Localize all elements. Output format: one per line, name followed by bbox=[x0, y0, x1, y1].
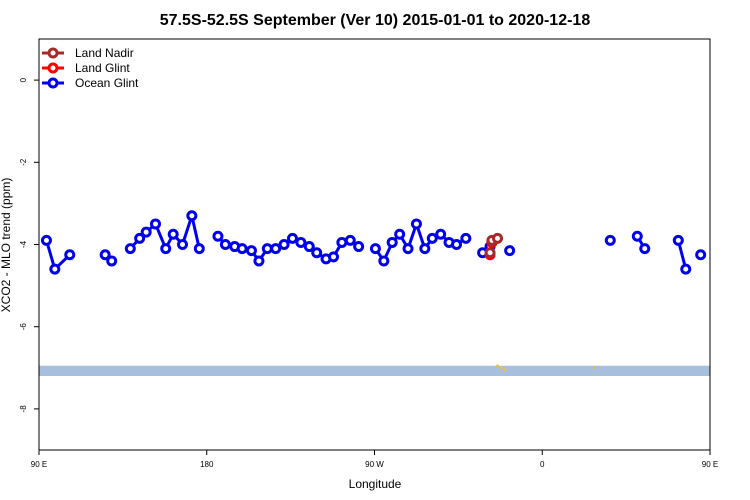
data-point bbox=[270, 243, 282, 255]
legend-swatch-marker bbox=[47, 47, 59, 59]
x-axis-label: Longitude bbox=[349, 477, 402, 491]
data-point bbox=[353, 241, 365, 253]
data-point bbox=[695, 249, 707, 261]
data-point bbox=[369, 243, 381, 255]
series-line bbox=[719, 255, 725, 261]
data-point bbox=[721, 257, 729, 265]
data-point bbox=[286, 232, 298, 244]
data-point bbox=[386, 236, 398, 248]
data-point bbox=[193, 243, 205, 255]
data-point bbox=[167, 228, 179, 240]
data-point bbox=[64, 249, 76, 261]
data-point bbox=[460, 232, 472, 244]
data-point bbox=[40, 234, 52, 246]
data-point bbox=[394, 228, 406, 240]
data-point bbox=[99, 249, 111, 261]
data-point bbox=[186, 210, 198, 222]
data-point bbox=[140, 226, 152, 238]
data-point bbox=[504, 245, 516, 257]
data-point bbox=[378, 255, 390, 267]
data-point bbox=[639, 243, 651, 255]
data-point bbox=[451, 239, 463, 250]
data-point bbox=[49, 263, 61, 275]
data-point bbox=[492, 232, 504, 244]
legend-swatch-marker bbox=[47, 62, 59, 74]
data-point bbox=[253, 255, 265, 267]
x-tick-label: 90 W bbox=[365, 460, 384, 469]
legend-label: Land Nadir bbox=[75, 46, 134, 60]
y-tick-label: -4 bbox=[19, 240, 28, 248]
data-point bbox=[106, 255, 118, 267]
data-point bbox=[160, 243, 172, 255]
legend-label: Ocean Glint bbox=[75, 76, 139, 90]
y-axis-label: XCO2 - MLO trend (ppm) bbox=[0, 178, 13, 313]
y-tick-label: -2 bbox=[19, 158, 28, 166]
series-line bbox=[736, 216, 750, 249]
data-point bbox=[435, 228, 447, 240]
legend-swatch-marker bbox=[47, 77, 59, 89]
data-point bbox=[426, 232, 438, 244]
data-point bbox=[134, 232, 146, 244]
data-point bbox=[344, 234, 356, 246]
x-tick-label: 180 bbox=[200, 460, 214, 469]
land-speck bbox=[593, 366, 596, 370]
data-point bbox=[149, 218, 161, 230]
data-point bbox=[402, 243, 414, 255]
legend-label: Land Glint bbox=[75, 61, 130, 75]
data-point bbox=[336, 236, 348, 248]
data-point bbox=[410, 218, 422, 230]
x-tick-label: 0 bbox=[540, 460, 545, 469]
legend-item: Land Glint bbox=[42, 61, 130, 75]
land-band bbox=[39, 365, 710, 377]
data-point bbox=[219, 239, 231, 250]
land-speck bbox=[496, 364, 499, 368]
data-point bbox=[740, 234, 748, 242]
data-point bbox=[715, 251, 723, 259]
data-point bbox=[311, 247, 323, 259]
data-point bbox=[295, 236, 307, 248]
data-point bbox=[261, 243, 273, 255]
land-speck bbox=[503, 368, 507, 372]
chart-title: 57.5S-52.5S September (Ver 10) 2015-01-0… bbox=[160, 12, 591, 29]
y-tick-label: -8 bbox=[19, 405, 28, 413]
data-point bbox=[327, 251, 339, 263]
data-point bbox=[484, 247, 496, 259]
legend-item: Ocean Glint bbox=[42, 76, 139, 90]
data-point bbox=[419, 243, 431, 255]
data-point bbox=[303, 241, 315, 253]
data-point bbox=[680, 263, 692, 275]
data-point bbox=[124, 243, 136, 255]
data-point bbox=[212, 230, 224, 242]
y-tick-label: -6 bbox=[19, 323, 28, 331]
data-point bbox=[732, 245, 740, 253]
data-point bbox=[604, 234, 616, 246]
data-point bbox=[278, 239, 290, 250]
y-tick-label: 0 bbox=[19, 77, 28, 82]
data-point bbox=[177, 239, 189, 250]
data-point bbox=[236, 243, 248, 255]
data-point bbox=[631, 230, 643, 242]
series-ocean-glint bbox=[40, 210, 750, 275]
series-land-nadir bbox=[484, 232, 504, 259]
data-point bbox=[672, 234, 684, 246]
legend-item: Land Nadir bbox=[42, 46, 134, 60]
x-tick-label: 90 E bbox=[31, 460, 47, 469]
land-speck bbox=[499, 366, 503, 370]
x-tick-label: 90 E bbox=[702, 460, 718, 469]
data-point bbox=[245, 245, 257, 257]
